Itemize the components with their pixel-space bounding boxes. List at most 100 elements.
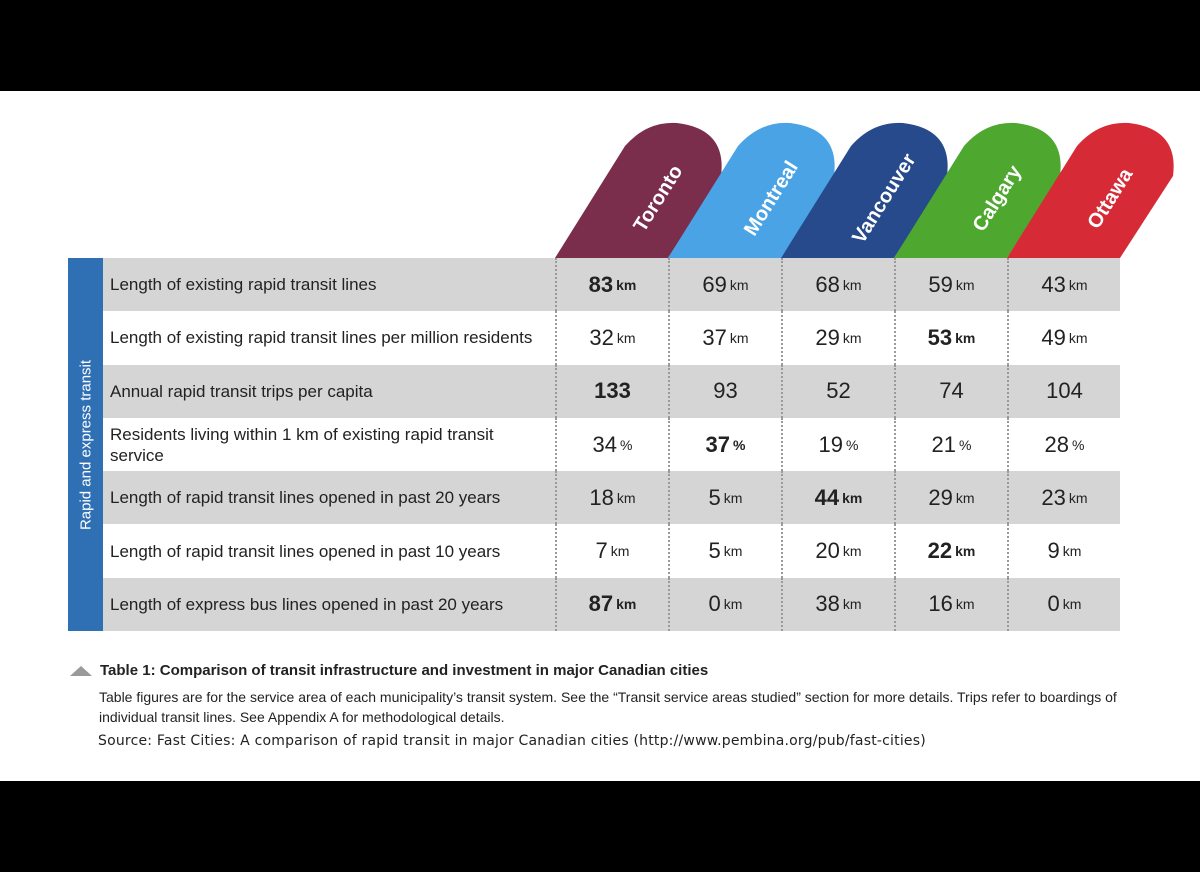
cell-value: 5 [708, 538, 721, 564]
cell-unit: km [955, 276, 975, 293]
value-cell-calgary: 22 km [894, 524, 1007, 578]
cell-unit: km [610, 543, 630, 560]
value-cell-toronto: 133 [555, 364, 668, 418]
value-cell-toronto: 87 km [555, 577, 668, 632]
cell-value: 34 [592, 431, 618, 457]
value-cell-vancouver: 38 km [781, 577, 894, 632]
cell-unit: km [842, 276, 862, 293]
cell-value: 44 [814, 484, 840, 510]
table-row: Length of express bus lines opened in pa… [103, 577, 1120, 632]
cell-unit: km [955, 596, 975, 613]
cell-unit: km [842, 596, 862, 613]
cell-unit: % [733, 436, 746, 453]
cell-value: 28 [1044, 431, 1070, 457]
caption-source: Source: Fast Cities: A comparison of rap… [98, 733, 926, 749]
cell-value: 29 [928, 484, 953, 510]
city-tab-calgary: Calgary [894, 122, 1061, 258]
value-cell-vancouver: 52 [781, 364, 894, 418]
cell-value: 83 [588, 271, 614, 297]
cell-value: 68 [815, 271, 840, 297]
cell-value: 29 [815, 324, 840, 350]
cell-value: 38 [815, 591, 840, 617]
cell-unit: km [842, 543, 862, 560]
cell-unit: km [616, 596, 637, 613]
cell-value: 22 [927, 538, 953, 564]
row-label: Length of express bus lines opened in pa… [110, 594, 504, 614]
cell-value: 5 [708, 484, 721, 510]
city-tab-montreal: Montreal [668, 122, 835, 258]
value-cell-calgary: 29 km [894, 471, 1007, 525]
city-tab-shape [555, 122, 722, 258]
value-cell-calgary: 74 [894, 364, 1007, 418]
value-cell-toronto: 83 km [555, 258, 668, 312]
row-label: Length of existing rapid transit lines [110, 275, 377, 295]
value-cell-toronto: 34% [555, 417, 668, 472]
cell-unit: km [723, 543, 743, 560]
row-label: Length of existing rapid transit lines p… [110, 328, 533, 348]
value-cell-montreal: 37% [668, 417, 781, 472]
caption: Table 1: Comparison of transit infrastru… [70, 662, 1140, 749]
value-cell-calgary: 16 km [894, 577, 1007, 632]
cell-value: 104 [1046, 378, 1083, 404]
table-row: Length of rapid transit lines opened in … [103, 524, 1120, 578]
cell-value: 37 [702, 324, 727, 350]
cell-unit: km [729, 329, 749, 346]
value-cell-montreal: 0 km [668, 577, 781, 632]
value-cell-ottawa: 49 km [1007, 311, 1120, 365]
row-label: Length of rapid transit lines opened in … [110, 541, 501, 561]
value-cell-montreal: 5 km [668, 524, 781, 578]
cell-unit: km [955, 489, 975, 506]
value-cell-toronto: 32 km [555, 311, 668, 365]
table-row: Length of existing rapid transit lines p… [103, 311, 1120, 365]
cell-unit: km [723, 596, 743, 613]
cell-unit: km [842, 489, 863, 506]
value-cell-vancouver: 68 km [781, 258, 894, 312]
section-label-text: Rapid and express transit [77, 359, 94, 530]
cell-unit: km [1062, 596, 1082, 613]
row-label: Length of rapid transit lines opened in … [110, 488, 501, 508]
value-cell-vancouver: 19% [781, 417, 894, 472]
table-row: Length of existing rapid transit lines 83… [103, 258, 1120, 312]
cell-unit: km [955, 543, 976, 560]
value-cell-toronto: 7 km [555, 524, 668, 578]
cell-value: 20 [815, 538, 840, 564]
cell-unit: km [1068, 276, 1088, 293]
city-tab-shape [894, 122, 1061, 258]
value-cell-ottawa: 43 km [1007, 258, 1120, 312]
cell-value: 52 [826, 378, 851, 404]
table-row: Annual rapid transit trips per capita 133… [103, 364, 1120, 418]
cell-unit: % [1072, 436, 1085, 453]
cell-unit: % [959, 436, 972, 453]
cell-value: 18 [589, 484, 614, 510]
city-tab-vancouver: Vancouver [781, 122, 948, 258]
cell-unit: km [1062, 543, 1082, 560]
cell-value: 93 [713, 378, 738, 404]
value-cell-calgary: 59 km [894, 258, 1007, 312]
value-cell-vancouver: 29 km [781, 311, 894, 365]
table-row: Length of rapid transit lines opened in … [103, 471, 1120, 525]
cell-unit: km [1068, 329, 1088, 346]
value-cell-toronto: 18 km [555, 471, 668, 525]
value-cell-montreal: 93 [668, 364, 781, 418]
cell-value: 32 [589, 324, 614, 350]
value-cell-ottawa: 0 km [1007, 577, 1120, 632]
cell-unit: km [616, 329, 636, 346]
value-cell-ottawa: 104 [1007, 364, 1120, 418]
value-cell-montreal: 37 km [668, 311, 781, 365]
cell-value: 19 [818, 431, 844, 457]
table-row: Residents living within 1 km of existing… [103, 417, 1120, 472]
cell-unit: km [616, 489, 636, 506]
row-label: Residents living within 1 km of existing… [110, 424, 494, 465]
city-tab-toronto: Toronto [555, 122, 722, 258]
cell-value: 87 [588, 591, 614, 617]
data-table: Length of existing rapid transit lines 83… [103, 258, 1120, 632]
cell-unit: km [842, 329, 862, 346]
cell-unit: % [620, 436, 633, 453]
value-cell-ottawa: 9 km [1007, 524, 1120, 578]
city-tab-shape [1007, 122, 1174, 258]
cell-unit: km [1068, 489, 1088, 506]
city-tab-shape [781, 122, 948, 258]
cell-value: 43 [1041, 271, 1066, 297]
row-label: Annual rapid transit trips per capita [110, 381, 373, 401]
value-cell-calgary: 53 km [894, 311, 1007, 365]
